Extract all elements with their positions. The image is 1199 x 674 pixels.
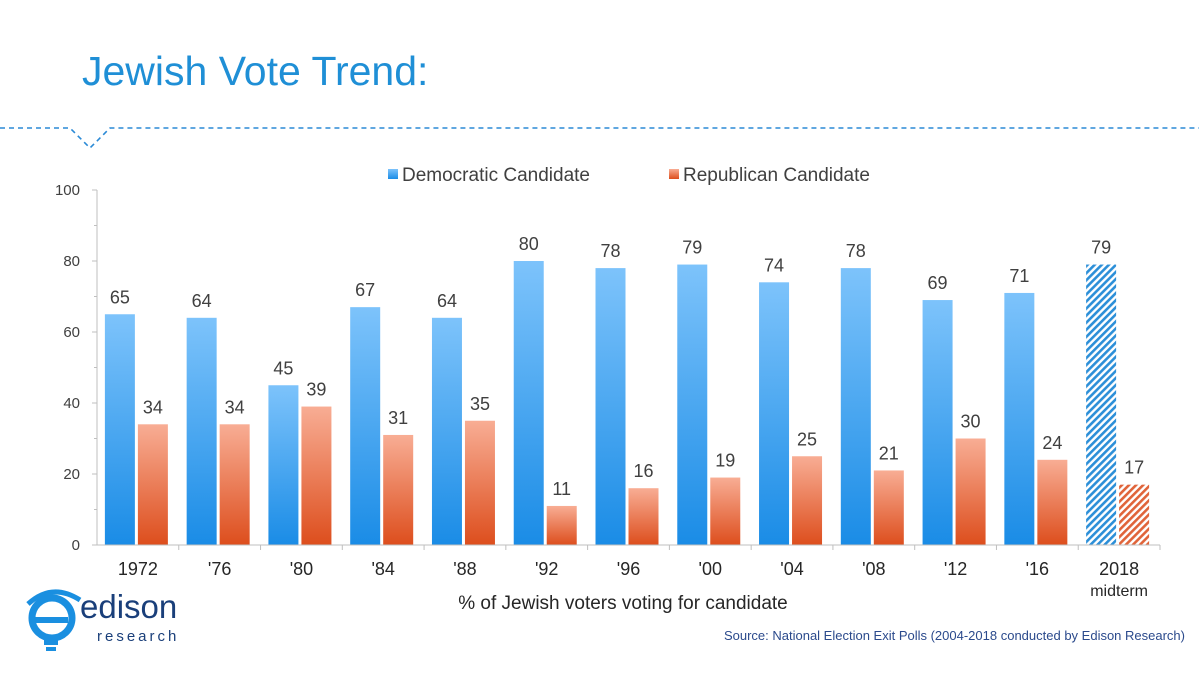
data-label-democratic: 79: [1091, 238, 1111, 258]
x-tick-label: 2018: [1099, 559, 1139, 579]
x-tick-label: '84: [371, 559, 394, 579]
bar-democratic: [1004, 292, 1035, 545]
bar-republican: [1037, 459, 1068, 545]
bar-democratic: [268, 385, 299, 545]
x-tick-label: 1972: [118, 559, 158, 579]
logo-brand-text: edison: [80, 588, 178, 625]
x-tick-label: '88: [453, 559, 476, 579]
x-tick-label: '12: [944, 559, 967, 579]
bar-democratic: [186, 317, 217, 545]
y-axis: 0 20 40 60 80 100: [55, 182, 98, 554]
data-label-democratic: 69: [928, 273, 948, 293]
data-label-republican: 11: [552, 479, 571, 499]
legend-label-democratic: Democratic Candidate: [402, 165, 590, 186]
edison-bulb-logo-icon: [26, 589, 82, 651]
bar-democratic: [595, 268, 626, 545]
x-axis-title: % of Jewish voters voting for candidate: [458, 593, 788, 614]
bar-republican: [137, 424, 168, 545]
x-axis: 1972 '76 '80 '84 '88 '92 '96 '00 '04 '08 '12 '16 201…: [97, 544, 1161, 600]
data-label-republican: 25: [797, 429, 817, 449]
bar-republican: [464, 420, 495, 545]
y-tick-label: 20: [63, 466, 80, 483]
bar-republican: [219, 424, 250, 545]
data-label-democratic: 65: [110, 287, 130, 307]
bar-democratic: [104, 314, 135, 545]
bar-republican: [792, 456, 823, 545]
x-tick-label: '08: [862, 559, 885, 579]
bar-democratic: [759, 282, 790, 545]
data-label-democratic: 74: [764, 255, 784, 275]
x-tick-label: '76: [208, 559, 231, 579]
bars: 65 34 64 34 45 39 67 31 64 35 80 11 78 16 79 19 74 25 78 21…: [104, 234, 1150, 545]
bar-democratic: [677, 264, 708, 545]
y-tick-label: 40: [63, 395, 80, 412]
bar-republican: [710, 477, 741, 545]
data-label-republican: 19: [715, 451, 735, 471]
bar-democratic: [922, 300, 953, 545]
y-tick-label: 80: [63, 253, 80, 270]
data-label-republican: 31: [388, 408, 408, 428]
bar-republican: [628, 488, 659, 545]
page-title: Jewish Vote Trend:: [82, 48, 429, 94]
y-tick-label: 60: [63, 324, 80, 341]
data-label-republican: 16: [633, 461, 653, 481]
data-label-republican: 39: [306, 380, 326, 400]
data-label-democratic: 78: [600, 241, 620, 261]
data-label-democratic: 64: [192, 291, 212, 311]
edison-logo: edison research: [22, 586, 192, 660]
bar-democratic: [431, 317, 462, 545]
data-label-democratic: 64: [437, 291, 457, 311]
x-tick-label: '04: [780, 559, 803, 579]
data-label-republican: 35: [470, 394, 490, 414]
bar-democratic: [840, 268, 871, 545]
legend: Democratic Candidate Republican Candidat…: [388, 165, 870, 186]
data-label-republican: 21: [879, 443, 899, 463]
y-tick-label: 0: [72, 537, 80, 554]
y-tick-label: 100: [55, 182, 80, 199]
x-tick-label: '92: [535, 559, 558, 579]
data-label-democratic: 71: [1009, 266, 1029, 286]
bar-republican: [301, 406, 332, 545]
data-label-democratic: 67: [355, 280, 375, 300]
bar-democratic: [350, 307, 381, 545]
x-tick-label: '80: [290, 559, 313, 579]
x-tick-label: '00: [699, 559, 722, 579]
data-label-republican: 34: [143, 397, 163, 417]
bar-republican: [873, 470, 904, 545]
legend-label-republican: Republican Candidate: [683, 165, 870, 186]
x-tick-label: '16: [1026, 559, 1049, 579]
bar-republican: [1119, 484, 1150, 545]
data-label-republican: 30: [961, 412, 981, 432]
logo-sub-text: research: [97, 628, 180, 645]
legend-swatch-republican: [669, 169, 679, 179]
bar-republican: [955, 438, 986, 545]
bar-democratic: [1086, 264, 1117, 545]
bar-republican: [546, 505, 577, 545]
x-tick-label: '96: [617, 559, 640, 579]
source-note: Source: National Election Exit Polls (20…: [723, 628, 1185, 643]
data-label-democratic: 79: [682, 238, 702, 258]
data-label-democratic: 80: [519, 234, 539, 254]
title-divider: [0, 127, 1199, 150]
bar-democratic: [513, 261, 544, 545]
x-tick-sublabel: midterm: [1090, 583, 1148, 600]
bar-republican: [383, 434, 414, 545]
data-label-democratic: 45: [273, 358, 293, 378]
legend-swatch-democratic: [388, 169, 398, 179]
data-label-democratic: 78: [846, 241, 866, 261]
data-label-republican: 17: [1124, 458, 1144, 478]
data-label-republican: 24: [1042, 433, 1062, 453]
data-label-republican: 34: [225, 397, 245, 417]
